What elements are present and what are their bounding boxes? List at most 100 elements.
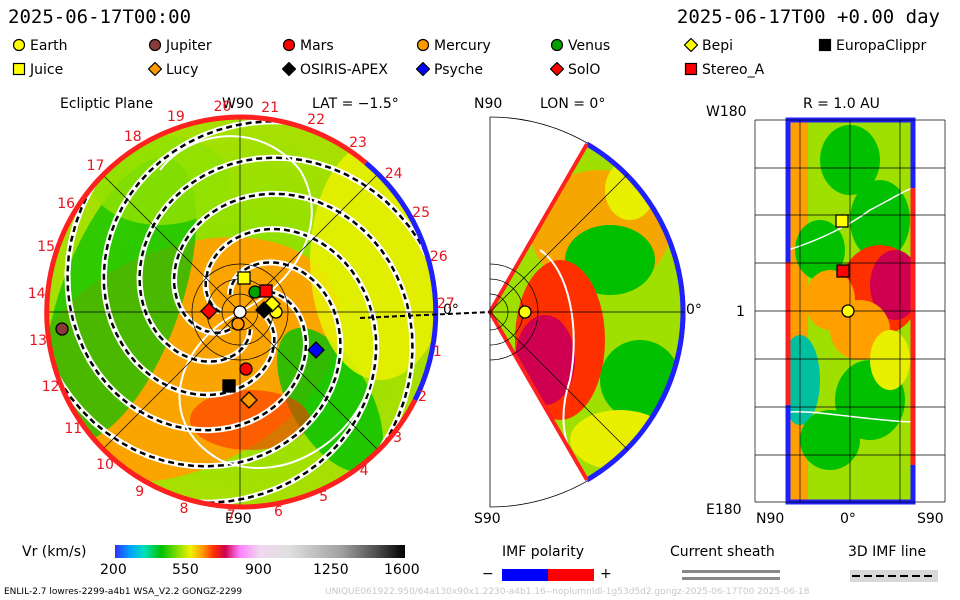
rotation-number: 23 [349, 134, 367, 151]
circle-icon [416, 38, 430, 52]
sun-marker [233, 305, 247, 319]
legend-item-europaclippr: EuropaClippr [818, 38, 926, 54]
colorbar-tick-1: 550 [172, 562, 199, 578]
legend-item-label: Psyche [434, 62, 483, 78]
legend-item-label: Earth [30, 38, 68, 54]
imf-spiral [45, 261, 342, 468]
mars-marker [239, 362, 253, 376]
rotation-number: 7 [226, 507, 236, 524]
legend-item-lucy: Lucy [147, 61, 199, 78]
sphere-r: R = 1.0 AU [803, 96, 880, 112]
meridional-right-label: 0° [686, 302, 702, 318]
legend-item-jupiter: Jupiter [148, 38, 212, 54]
colorbar-tick-3: 1250 [313, 562, 349, 578]
rotation-number: 2 [418, 389, 427, 406]
rotation-number: 26 [429, 249, 448, 266]
juice-marker-sphere [835, 214, 849, 228]
sphere-xtick-0: N90 [756, 511, 785, 527]
meridional-lon: LON = 0° [540, 96, 606, 112]
ecliptic-bottom-label: E90 [225, 511, 252, 527]
meridional-top-label: N90 [474, 96, 503, 112]
circle-icon [282, 38, 296, 52]
ecliptic-plane-plot [44, 114, 491, 510]
square-icon [818, 38, 832, 52]
jupiter-marker [55, 322, 69, 336]
venus-marker [248, 285, 262, 299]
current-sheath-line-2 [682, 577, 780, 580]
rotation-number: 11 [64, 421, 83, 438]
diamond-icon [281, 61, 297, 77]
legend-item-label: Lucy [166, 62, 199, 78]
ecliptic-right-label: 0° [443, 302, 459, 318]
square-icon [684, 62, 698, 76]
imf-label: IMF polarity [502, 544, 585, 560]
rotation-number: 24 [384, 166, 403, 183]
ecliptic-top-label: W90 [222, 96, 254, 112]
footer-left: ENLIL-2.7 lowres-2299-a4b1 WSA_V2.2 GONG… [4, 587, 243, 597]
legend-item-bepi: Bepi [683, 37, 733, 54]
rotation-number: 3 [393, 429, 403, 446]
rotation-number: 15 [37, 239, 56, 256]
diamond-icon [683, 37, 699, 53]
legend-item-mars: Mars [282, 38, 334, 54]
current-sheath-label: Current sheath [670, 544, 775, 560]
rotation-number: 4 [359, 463, 369, 480]
rotation-number: 12 [41, 379, 60, 396]
diamond-icon [549, 61, 565, 77]
circle-icon [550, 38, 564, 52]
rotation-number: 18 [123, 128, 142, 145]
rotation-number: 22 [307, 112, 325, 129]
colorbar-tick-4: 1600 [384, 562, 420, 578]
psyche-marker [307, 341, 325, 359]
rotation-number: 10 [96, 456, 114, 473]
rotation-number: 14 [27, 285, 46, 302]
imf-spiral [104, 227, 378, 504]
solo-marker [200, 302, 218, 320]
stereo-a-marker [259, 284, 273, 298]
rotation-number: 20 [213, 98, 232, 115]
imf-spiral [172, 192, 414, 507]
colorbar-tick-0: 200 [100, 562, 127, 578]
sphere-plot [754, 117, 946, 505]
legend-item-label: Venus [568, 38, 611, 54]
rotation-number: 27 [436, 296, 455, 313]
imf-spiral [102, 120, 376, 397]
legend-item-label: Stereo_A [702, 62, 765, 78]
lucy-marker [240, 391, 258, 409]
time-left: 2025-06-17T00:00 [8, 6, 192, 28]
legend-item-label: Bepi [702, 38, 733, 54]
current-sheath-line-1 [682, 570, 780, 573]
rotation-number: 6 [274, 503, 283, 520]
imf-line-label: 3D IMF line [848, 544, 927, 560]
europaclippr-marker [222, 379, 236, 393]
legend-item-label: OSIRIS-APEX [300, 62, 388, 78]
rotation-number: 5 [319, 488, 329, 505]
body-markers [55, 214, 855, 409]
footer-right: UNIQUE061922.950/64a130x90x1.2230-a4b1.1… [325, 587, 810, 597]
sphere-left-tick: 1 [736, 304, 745, 320]
rotation-number: 1 [432, 343, 442, 360]
ecliptic-lat: LAT = −1.5° [312, 96, 399, 112]
legend-item-stereo-a: Stereo_A [684, 62, 764, 78]
mercury-marker [231, 317, 245, 331]
legend-item-osiris-apex: OSIRIS-APEX [281, 61, 388, 78]
rotation-number: 16 [57, 195, 76, 212]
colorbar [115, 545, 405, 558]
colorbar-label: Vr (km/s) [22, 544, 87, 560]
imf-positive-swatch [548, 569, 594, 581]
rotation-number: 21 [261, 100, 279, 117]
rotation-number: 25 [412, 205, 430, 222]
imf-negative-swatch [502, 569, 548, 581]
legend-item-label: Jupiter [166, 38, 212, 54]
legend-item-label: Mars [300, 38, 334, 54]
legend-item-mercury: Mercury [416, 38, 491, 54]
meridional-bottom-label: S90 [474, 511, 501, 527]
circle-icon [12, 38, 26, 52]
imf-spiral [138, 156, 435, 363]
legend-item-label: Mercury [434, 38, 491, 54]
imf-minus: − [482, 566, 494, 582]
colorbar-tick-2: 900 [245, 562, 272, 578]
legend-item-venus: Venus [550, 38, 610, 54]
rotation-number: 13 [29, 333, 48, 350]
sphere-top-label: W180 [706, 104, 747, 120]
